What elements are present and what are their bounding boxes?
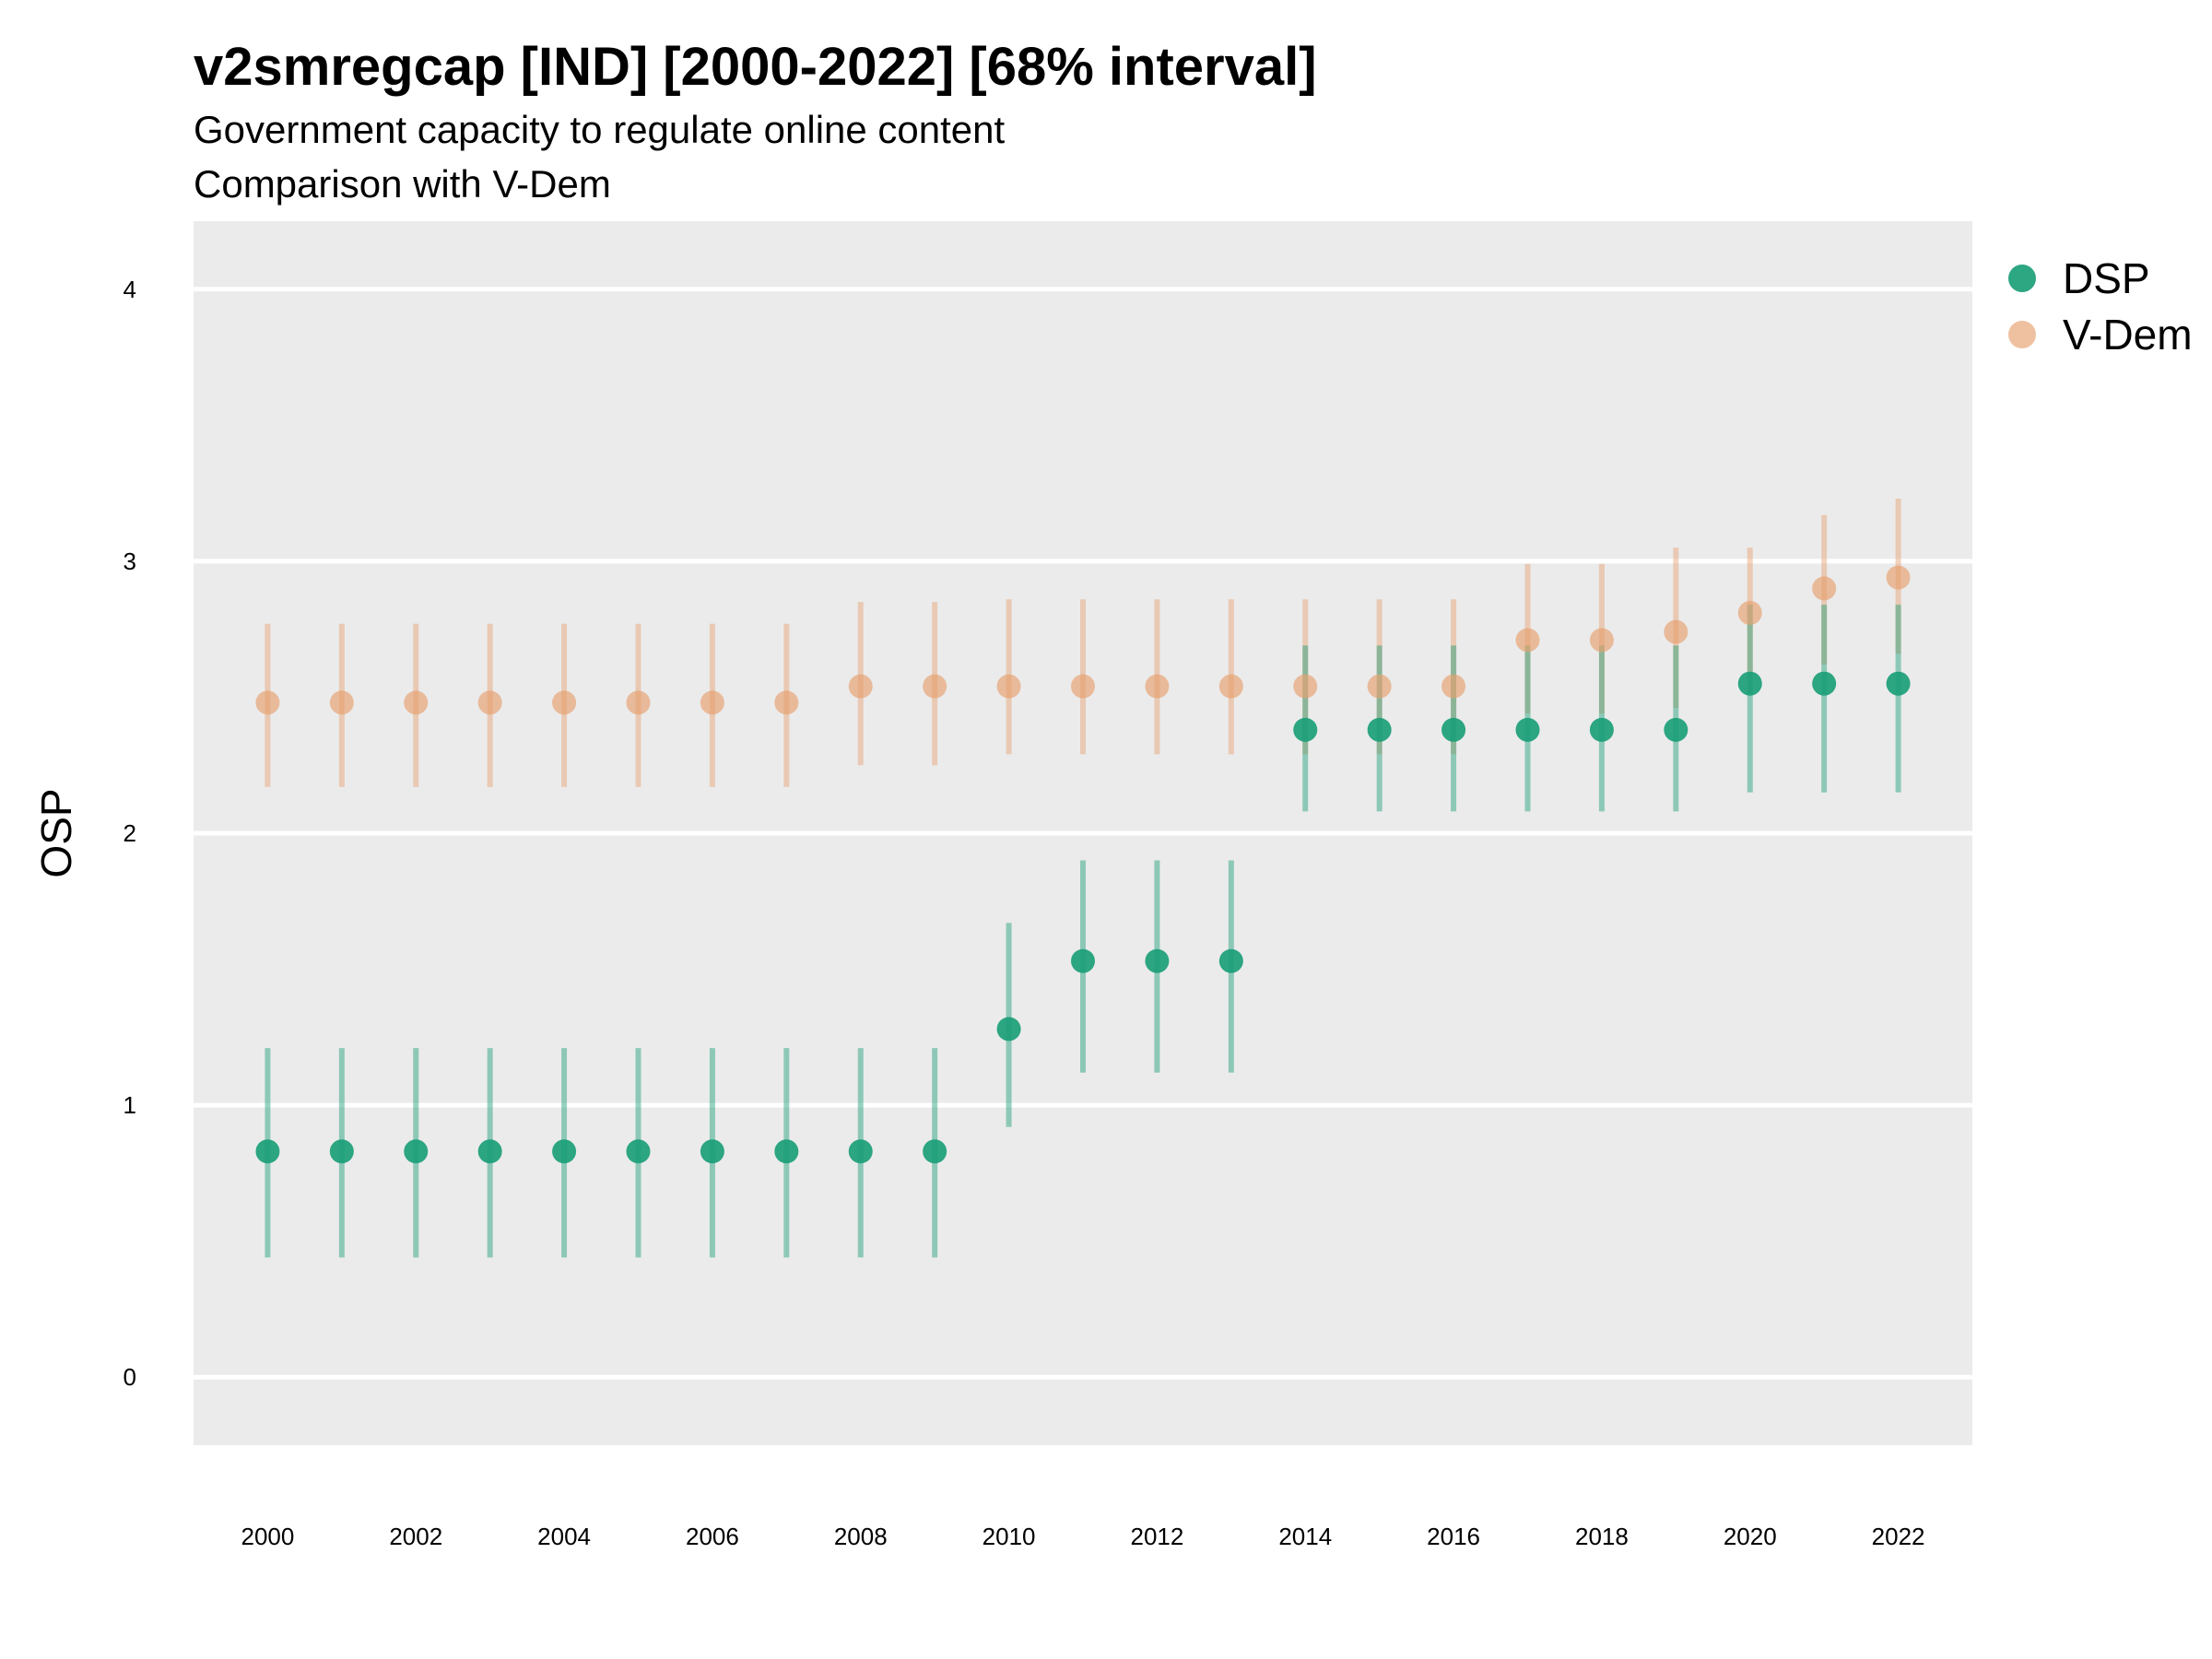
x-tick-label: 2014: [1278, 1523, 1332, 1550]
dsp-point: [774, 1139, 799, 1164]
dsp-point: [552, 1139, 577, 1164]
y-tick-labels: 0 1 2 3 4: [124, 276, 136, 1391]
dsp-point: [923, 1139, 947, 1164]
y-tick-label: 3: [124, 547, 136, 575]
v-dem-point: [1367, 674, 1392, 699]
chart-title: v2smregcap [IND] [2000-2022] [68% interv…: [194, 37, 1317, 97]
v-dem-point: [552, 690, 577, 715]
chart-subtitle: Government capacity to regulate online c…: [194, 108, 1006, 151]
v-dem-point: [848, 674, 873, 699]
x-tick-label: 2000: [241, 1523, 294, 1550]
dsp-point: [848, 1139, 873, 1164]
grid-lines: [194, 287, 1972, 1380]
v-dem-point: [1886, 565, 1911, 590]
dsp-point: [1515, 717, 1540, 742]
v-dem-point: [1145, 674, 1170, 699]
dsp-point: [477, 1139, 502, 1164]
dsp-point: [255, 1139, 280, 1164]
dsp-point: [626, 1139, 651, 1164]
y-tick-label: 2: [124, 819, 136, 847]
v-dem-point: [404, 690, 429, 715]
v-dem-point: [329, 690, 354, 715]
x-tick-label: 2018: [1575, 1523, 1629, 1550]
dsp-point: [1886, 671, 1911, 696]
v-dem-point: [1812, 576, 1837, 601]
v-dem-point: [1589, 628, 1614, 653]
x-tick-label: 2016: [1427, 1523, 1480, 1550]
v-dem-point: [1664, 619, 1688, 644]
v-dem-point: [1515, 628, 1540, 653]
v-dem-point: [477, 690, 502, 715]
v-dem-point: [1293, 674, 1318, 699]
dsp-point: [329, 1139, 354, 1164]
legend: DSP V-Dem: [2008, 254, 2193, 359]
legend-key-v-dem: [2008, 321, 2036, 348]
v-dem-point: [996, 674, 1021, 699]
dsp-point: [1293, 717, 1318, 742]
v-dem-point: [1071, 674, 1095, 699]
y-tick-label: 1: [124, 1091, 136, 1119]
dsp-point: [700, 1139, 724, 1164]
y-tick-label: 0: [124, 1363, 136, 1391]
v-dem-point: [1218, 674, 1243, 699]
y-axis-title: OSP: [32, 788, 80, 877]
v-dem-point: [1737, 600, 1762, 625]
chart-subtitle-2: Comparison with V-Dem: [194, 162, 611, 206]
v-dem-point: [255, 690, 280, 715]
y-tick-label: 4: [124, 276, 136, 303]
x-tick-label: 2002: [389, 1523, 442, 1550]
data-points: [255, 565, 1911, 1164]
x-tick-label: 2006: [686, 1523, 739, 1550]
dsp-point: [1664, 717, 1688, 742]
legend-key-dsp: [2008, 265, 2036, 292]
dsp-point: [1589, 717, 1614, 742]
dsp-point: [1145, 948, 1170, 973]
dsp-point: [1218, 948, 1243, 973]
dsp-point: [1737, 671, 1762, 696]
dsp-point: [996, 1017, 1021, 1041]
dsp-point: [1071, 948, 1095, 973]
v-dem-point: [626, 690, 651, 715]
v-dem-point: [923, 674, 947, 699]
v-dem-point: [774, 690, 799, 715]
dsp-point: [1367, 717, 1392, 742]
dsp-point: [404, 1139, 429, 1164]
x-tick-label: 2004: [537, 1523, 591, 1550]
x-tick-label: 2012: [1130, 1523, 1183, 1550]
v-dem-point: [1441, 674, 1466, 699]
x-tick-labels: 2000 2002 2004 2006 2008 2010 2012 2014 2016 2018…: [241, 1523, 1924, 1550]
v-dem-point: [700, 690, 724, 715]
x-tick-label: 2020: [1724, 1523, 1777, 1550]
dsp-point: [1441, 717, 1466, 742]
legend-label-dsp: DSP: [2063, 254, 2150, 302]
legend-label-v-dem: V-Dem: [2063, 311, 2193, 359]
x-tick-label: 2008: [834, 1523, 888, 1550]
x-tick-label: 2022: [1872, 1523, 1925, 1550]
x-tick-label: 2010: [982, 1523, 1036, 1550]
dsp-point: [1812, 671, 1837, 696]
